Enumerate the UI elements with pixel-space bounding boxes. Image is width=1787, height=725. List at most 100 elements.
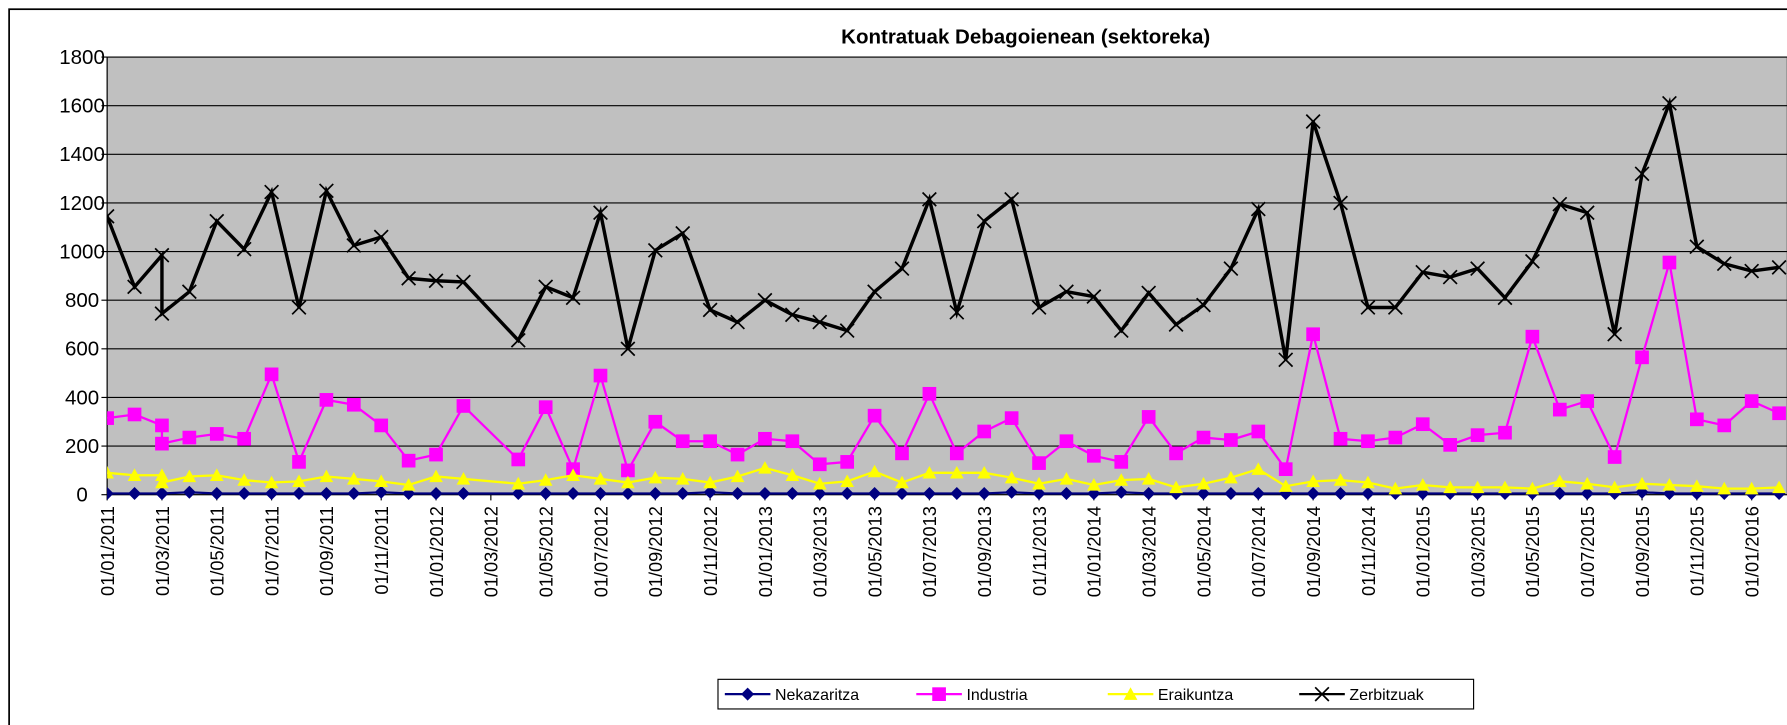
x-tick-label: 01/07/2014	[1248, 506, 1269, 597]
marker	[565, 290, 581, 306]
marker	[538, 279, 554, 295]
marker	[1607, 326, 1623, 342]
marker	[1005, 485, 1019, 499]
marker	[1361, 486, 1375, 500]
marker	[1772, 480, 1786, 494]
marker	[1744, 394, 1759, 408]
legend-label: Zerbitzuak	[1349, 687, 1423, 704]
x-tick-label: 01/09/2014	[1303, 506, 1324, 597]
x-tick-label: 01/01/2012	[426, 506, 447, 597]
marker	[1141, 285, 1157, 301]
marker	[429, 447, 443, 462]
marker	[741, 687, 755, 701]
marker	[758, 486, 772, 500]
x-tick-label: 01/09/2015	[1632, 506, 1653, 597]
marker	[1361, 434, 1375, 449]
marker	[374, 474, 389, 488]
marker	[1114, 485, 1128, 499]
marker	[1497, 290, 1513, 306]
marker	[620, 341, 636, 357]
marker	[868, 486, 882, 500]
marker	[401, 478, 416, 491]
marker	[648, 470, 663, 484]
marker	[647, 242, 663, 258]
marker	[1250, 201, 1266, 217]
marker	[812, 314, 828, 330]
marker	[1305, 114, 1321, 129]
marker	[1498, 480, 1512, 494]
marker	[1388, 430, 1403, 445]
marker	[154, 306, 170, 322]
y-tick-label: 1000	[59, 240, 105, 263]
marker	[1168, 317, 1184, 332]
x-tick-label: 01/11/2013	[1029, 506, 1050, 596]
marker	[1717, 418, 1732, 433]
marker	[1388, 481, 1403, 495]
y-tick-label: 1400	[59, 143, 105, 166]
marker	[949, 304, 965, 320]
marker	[373, 229, 389, 245]
marker	[209, 213, 225, 229]
marker	[292, 486, 306, 500]
marker	[593, 368, 608, 383]
marker	[1306, 327, 1320, 342]
marker	[1032, 486, 1046, 500]
marker	[428, 273, 444, 289]
marker	[264, 184, 280, 200]
marker	[1224, 433, 1238, 447]
marker	[1333, 473, 1348, 486]
marker	[593, 486, 607, 500]
marker	[621, 475, 635, 489]
x-tick-label: 01/05/2014	[1193, 506, 1214, 597]
x-tick-label: 01/11/2015	[1687, 506, 1708, 596]
x-tick-label: 01/01/2015	[1413, 506, 1434, 597]
marker	[429, 486, 443, 500]
marker	[730, 314, 745, 330]
marker	[932, 687, 946, 701]
marker	[703, 485, 717, 499]
marker	[1087, 478, 1101, 491]
marker	[401, 453, 416, 468]
marker	[1223, 261, 1239, 277]
marker	[510, 332, 526, 348]
marker	[1717, 481, 1732, 495]
marker	[593, 205, 608, 221]
x-tick-label: 01/03/2014	[1139, 506, 1160, 597]
marker	[1196, 476, 1211, 490]
x-tick-label: 01/09/2013	[974, 506, 995, 597]
legend-label: Nekazaritza	[775, 687, 859, 704]
marker	[292, 455, 306, 469]
marker	[949, 465, 964, 479]
marker	[1333, 195, 1348, 211]
marker	[648, 414, 663, 429]
marker	[731, 486, 745, 500]
marker	[346, 397, 361, 412]
marker	[1004, 191, 1020, 207]
marker	[1141, 472, 1156, 485]
marker	[621, 463, 635, 478]
marker	[539, 486, 553, 500]
marker	[127, 407, 142, 422]
marker	[1142, 486, 1156, 500]
marker	[1525, 329, 1540, 344]
marker	[1607, 480, 1622, 494]
marker	[895, 446, 909, 461]
marker	[867, 408, 882, 423]
marker	[813, 486, 827, 500]
marker	[1744, 481, 1759, 495]
marker	[511, 486, 525, 500]
marker	[1607, 450, 1622, 464]
marker	[1552, 196, 1568, 212]
marker	[237, 473, 252, 486]
marker	[319, 393, 334, 407]
marker	[127, 468, 142, 481]
y-tick-label: 1800	[59, 46, 105, 69]
marker	[1114, 473, 1129, 486]
marker	[1443, 480, 1458, 494]
marker	[1580, 486, 1594, 500]
x-tick-label: 01/09/2012	[645, 506, 666, 597]
marker	[1662, 478, 1677, 491]
marker	[456, 472, 471, 485]
marker	[264, 475, 279, 489]
